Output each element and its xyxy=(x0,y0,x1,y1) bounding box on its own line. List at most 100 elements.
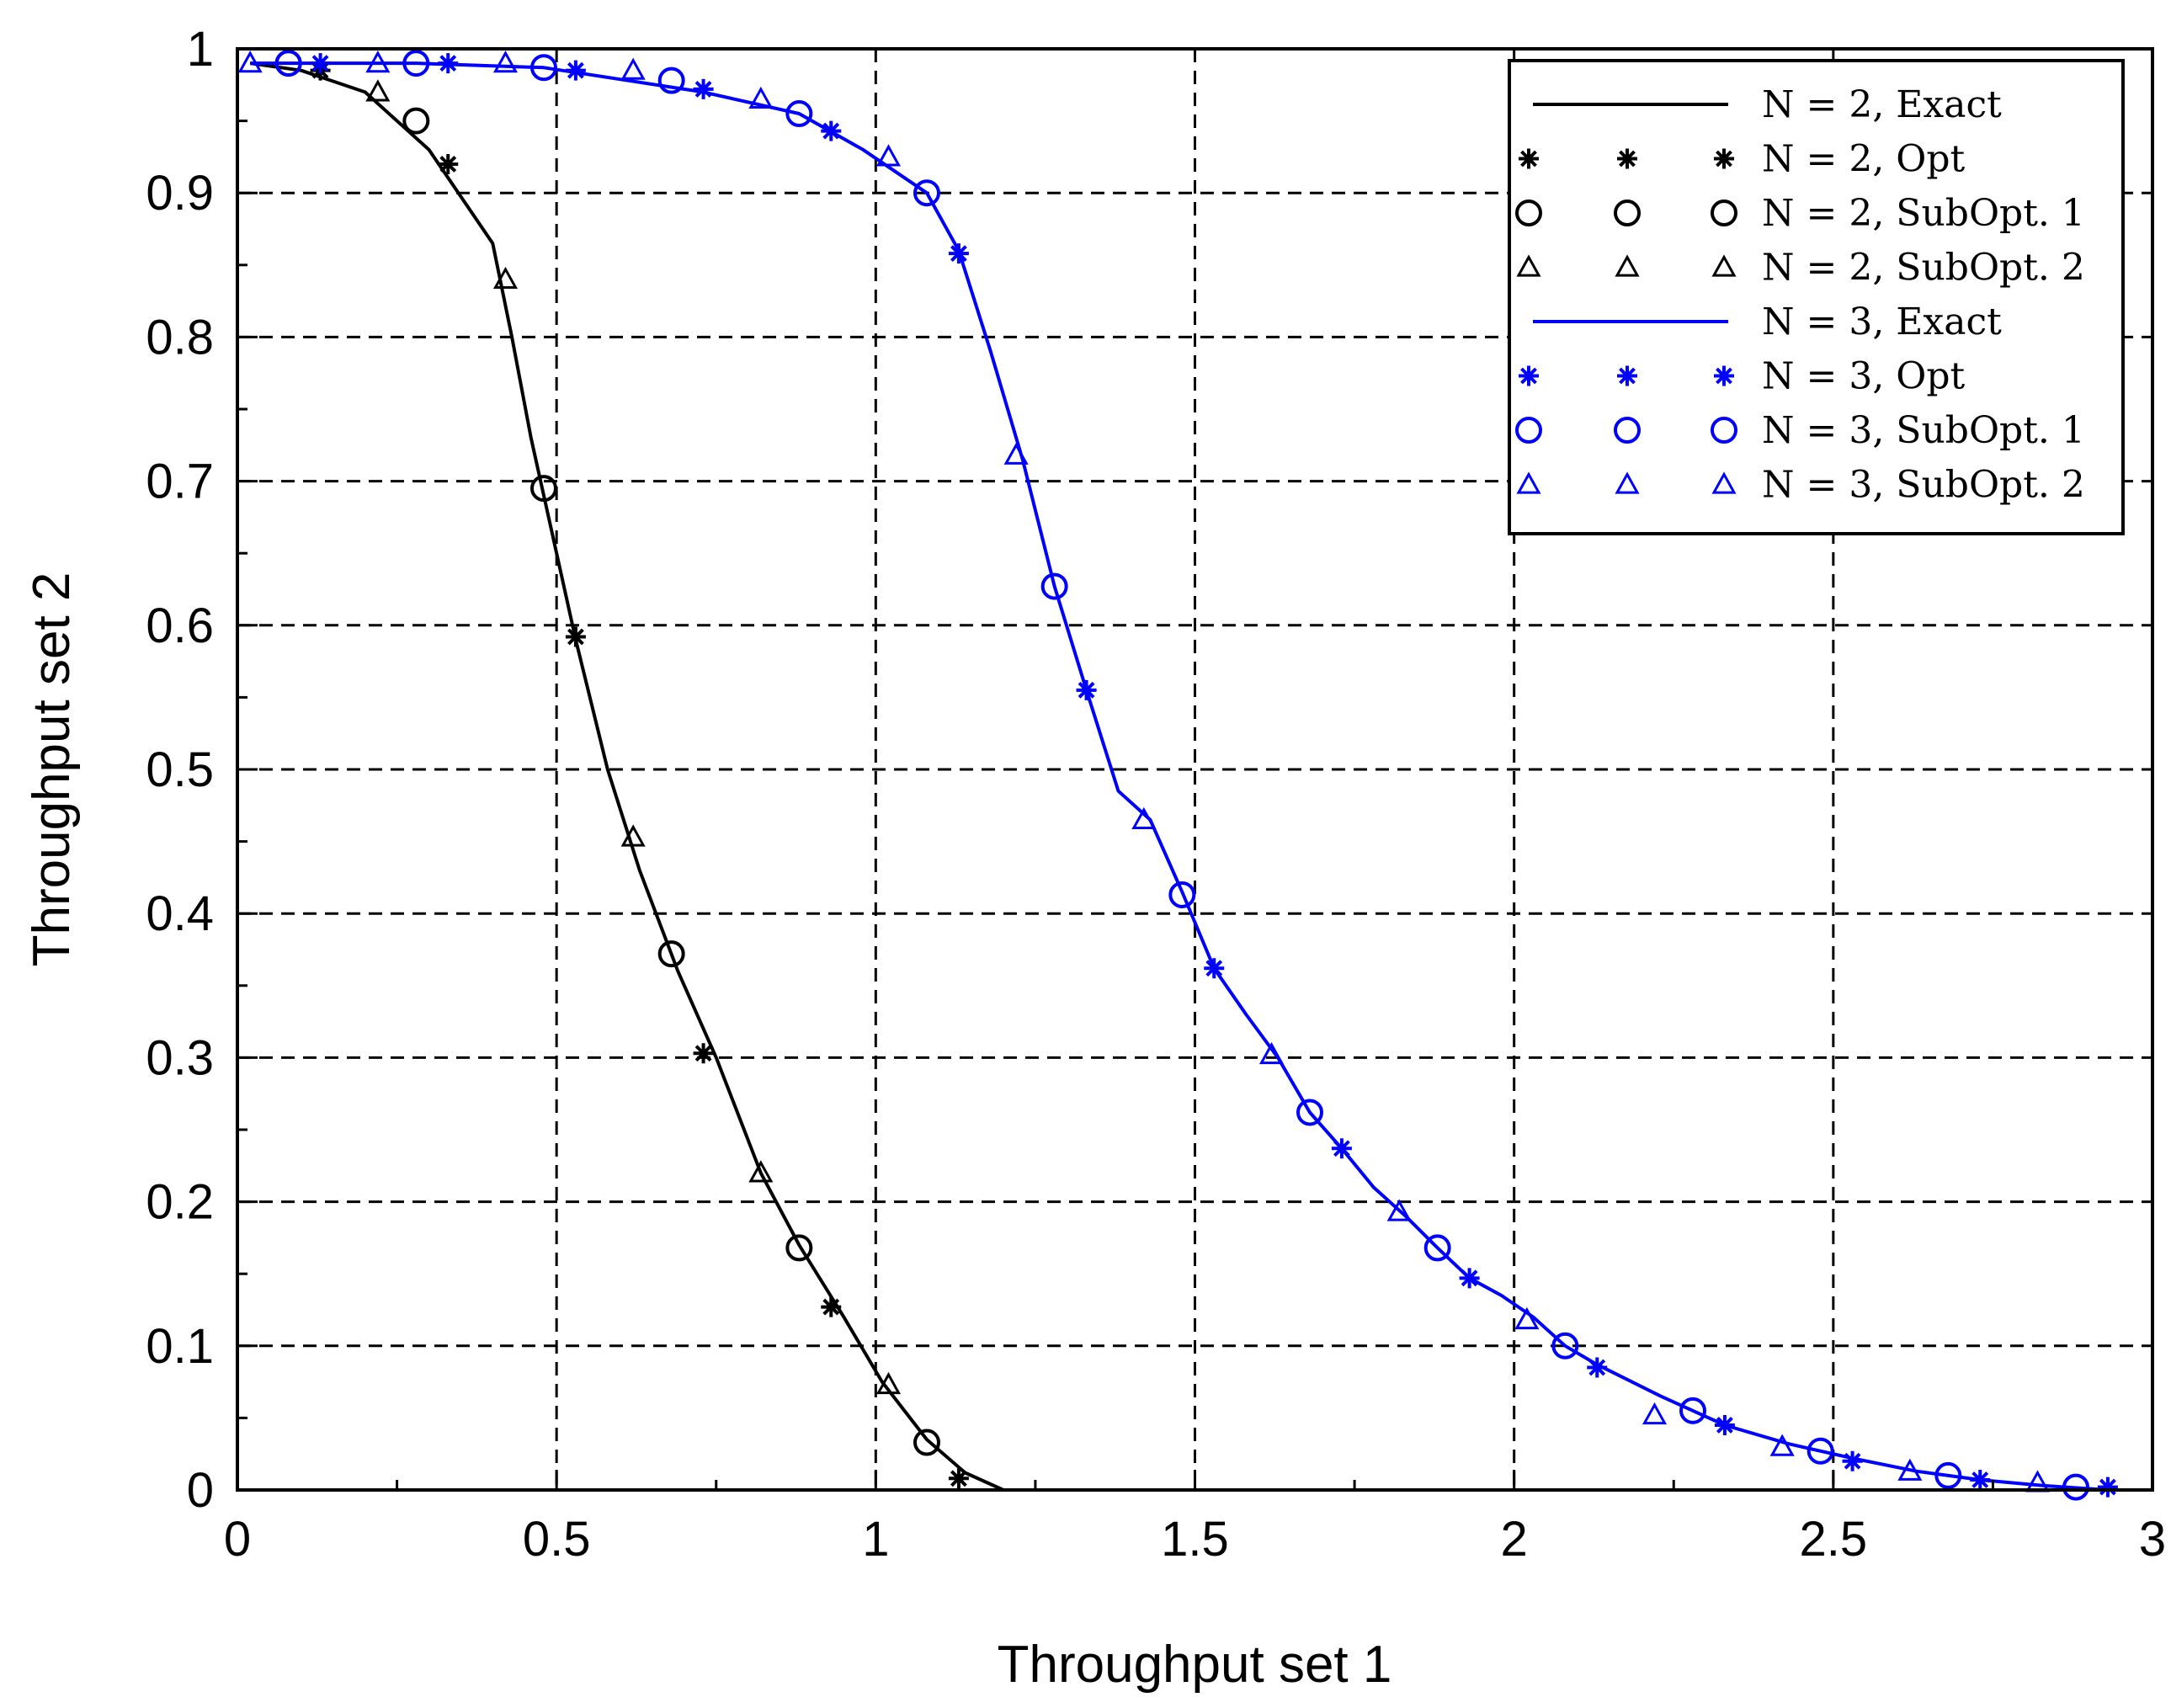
data-point-star xyxy=(821,1296,842,1317)
x-axis-title: Throughput set 1 xyxy=(998,1636,1392,1694)
data-point-circle xyxy=(402,50,430,77)
data-point-circle xyxy=(530,54,557,82)
y-axis-title: Throughput set 2 xyxy=(23,572,81,967)
data-point-circle xyxy=(913,179,940,207)
data-point-circle xyxy=(274,50,302,77)
data-point-circle xyxy=(2062,1473,2089,1501)
data-point-triangle xyxy=(748,86,774,109)
legend-entry: N = 2, SubOpt. 2 xyxy=(1516,247,2085,290)
data-point-triangle xyxy=(1642,1402,1668,1425)
legend-marker-circle xyxy=(1614,200,1641,226)
data-point-star xyxy=(1842,1450,1863,1471)
x-tick-label: 1 xyxy=(862,1512,889,1567)
data-point-triangle xyxy=(1514,1306,1540,1330)
data-point-star xyxy=(1331,1138,1352,1159)
data-point-star xyxy=(438,53,459,74)
legend-marker-star xyxy=(1714,148,1734,169)
legend-label: N = 2, SubOpt. 1 xyxy=(1762,192,2085,235)
y-tick-label: 0.7 xyxy=(146,455,214,509)
data-point-triangle xyxy=(237,51,263,73)
series-6 xyxy=(274,50,2089,1501)
legend-label: N = 2, Exact xyxy=(1762,83,2002,126)
legend-marker-triangle xyxy=(1516,471,1541,494)
data-point-triangle xyxy=(365,79,391,102)
data-point-star xyxy=(948,243,969,264)
data-point-circle xyxy=(1551,1332,1579,1359)
legend-marker-circle xyxy=(1614,417,1641,444)
data-point-triangle xyxy=(875,1371,902,1395)
legend-entry: N = 3, SubOpt. 2 xyxy=(1516,464,2085,507)
data-point-triangle xyxy=(620,824,646,847)
plot-series xyxy=(237,50,2118,1501)
y-tick-label: 0.2 xyxy=(146,1175,214,1230)
data-point-triangle xyxy=(492,51,519,73)
legend-marker-circle xyxy=(1711,200,1737,226)
data-point-star xyxy=(1587,1357,1608,1378)
data-point-circle xyxy=(913,1429,940,1456)
legend-entry: N = 3, Opt xyxy=(1519,355,1966,398)
data-point-star xyxy=(1970,1470,1991,1491)
data-point-triangle xyxy=(1897,1458,1923,1481)
data-point-circle xyxy=(1934,1461,1962,1489)
legend-marker-triangle xyxy=(1615,471,1640,494)
data-point-star xyxy=(693,78,714,99)
legend-label: N = 3, Exact xyxy=(1762,301,2002,343)
series-5 xyxy=(310,53,2118,1498)
data-point-circle xyxy=(657,67,685,94)
legend-marker-star xyxy=(1714,365,1734,386)
legend-entry: N = 2, SubOpt. 1 xyxy=(1515,192,2085,235)
series-3 xyxy=(365,79,902,1395)
data-point-circle xyxy=(785,100,813,128)
legend-marker-triangle xyxy=(1711,471,1737,494)
x-tick-label: 0 xyxy=(224,1512,251,1567)
data-point-circle xyxy=(1423,1234,1451,1262)
legend: N = 2, Exact N = 2, Opt N = 2, SubOpt. 1 N … xyxy=(1508,59,2125,535)
x-tick-label: 2 xyxy=(1501,1512,1528,1567)
data-point-star xyxy=(693,1043,714,1064)
data-point-circle xyxy=(1807,1437,1834,1465)
data-point-star xyxy=(310,53,331,74)
data-point-circle xyxy=(785,1234,813,1262)
x-tick-label: 1.5 xyxy=(1161,1512,1229,1567)
legend-marker-triangle xyxy=(1615,254,1640,277)
y-tick-label: 0.1 xyxy=(146,1319,214,1374)
y-tick-label: 0.3 xyxy=(146,1030,214,1085)
legend-label: N = 3, SubOpt. 1 xyxy=(1762,409,2085,452)
series-1 xyxy=(310,60,969,1489)
data-point-triangle xyxy=(492,266,519,290)
data-point-triangle xyxy=(1386,1199,1412,1221)
legend-marker-circle xyxy=(1711,417,1737,444)
data-point-circle xyxy=(657,940,685,968)
grid-lines xyxy=(237,49,2152,1490)
x-tick-label: 2.5 xyxy=(1800,1512,1868,1567)
legend-label: N = 2, Opt xyxy=(1762,138,1966,181)
data-point-star xyxy=(565,626,586,647)
y-tick-label: 0.9 xyxy=(146,166,214,221)
data-point-triangle xyxy=(365,51,391,73)
legend-label: N = 3, SubOpt. 2 xyxy=(1762,464,2085,507)
data-point-star xyxy=(1204,958,1225,979)
data-point-triangle xyxy=(748,1160,774,1183)
legend-box xyxy=(1508,59,2125,535)
y-tick-label: 0.8 xyxy=(146,310,214,364)
legend-label: N = 2, SubOpt. 2 xyxy=(1762,247,2085,290)
data-point-star xyxy=(565,60,586,81)
data-point-star xyxy=(2097,1477,2118,1498)
legend-marker-circle xyxy=(1515,200,1542,226)
data-point-circle xyxy=(1679,1397,1706,1424)
data-point-circle xyxy=(402,107,430,135)
legend-entry: N = 3, SubOpt. 1 xyxy=(1515,409,2085,452)
data-point-triangle xyxy=(1258,1041,1285,1065)
axis-ticks: 0 0.5 1 1.5 2 2.5 3 0 0.1 0.2 0.3 0.4 0.5 0.6 0.7 0.8 0.… xyxy=(146,22,2166,1567)
legend-entry: N = 2, Opt xyxy=(1519,138,1966,181)
legend-entry: N = 2, Exact xyxy=(1533,83,2002,126)
data-point-star xyxy=(1459,1268,1480,1289)
legend-entry: N = 3, Exact xyxy=(1533,301,2002,343)
data-point-circle xyxy=(1296,1099,1323,1126)
data-point-triangle xyxy=(620,57,646,80)
data-point-star xyxy=(1714,1414,1735,1435)
legend-marker-star xyxy=(1617,365,1637,386)
data-point-circle xyxy=(530,475,557,503)
y-tick-label: 0.4 xyxy=(146,886,214,941)
